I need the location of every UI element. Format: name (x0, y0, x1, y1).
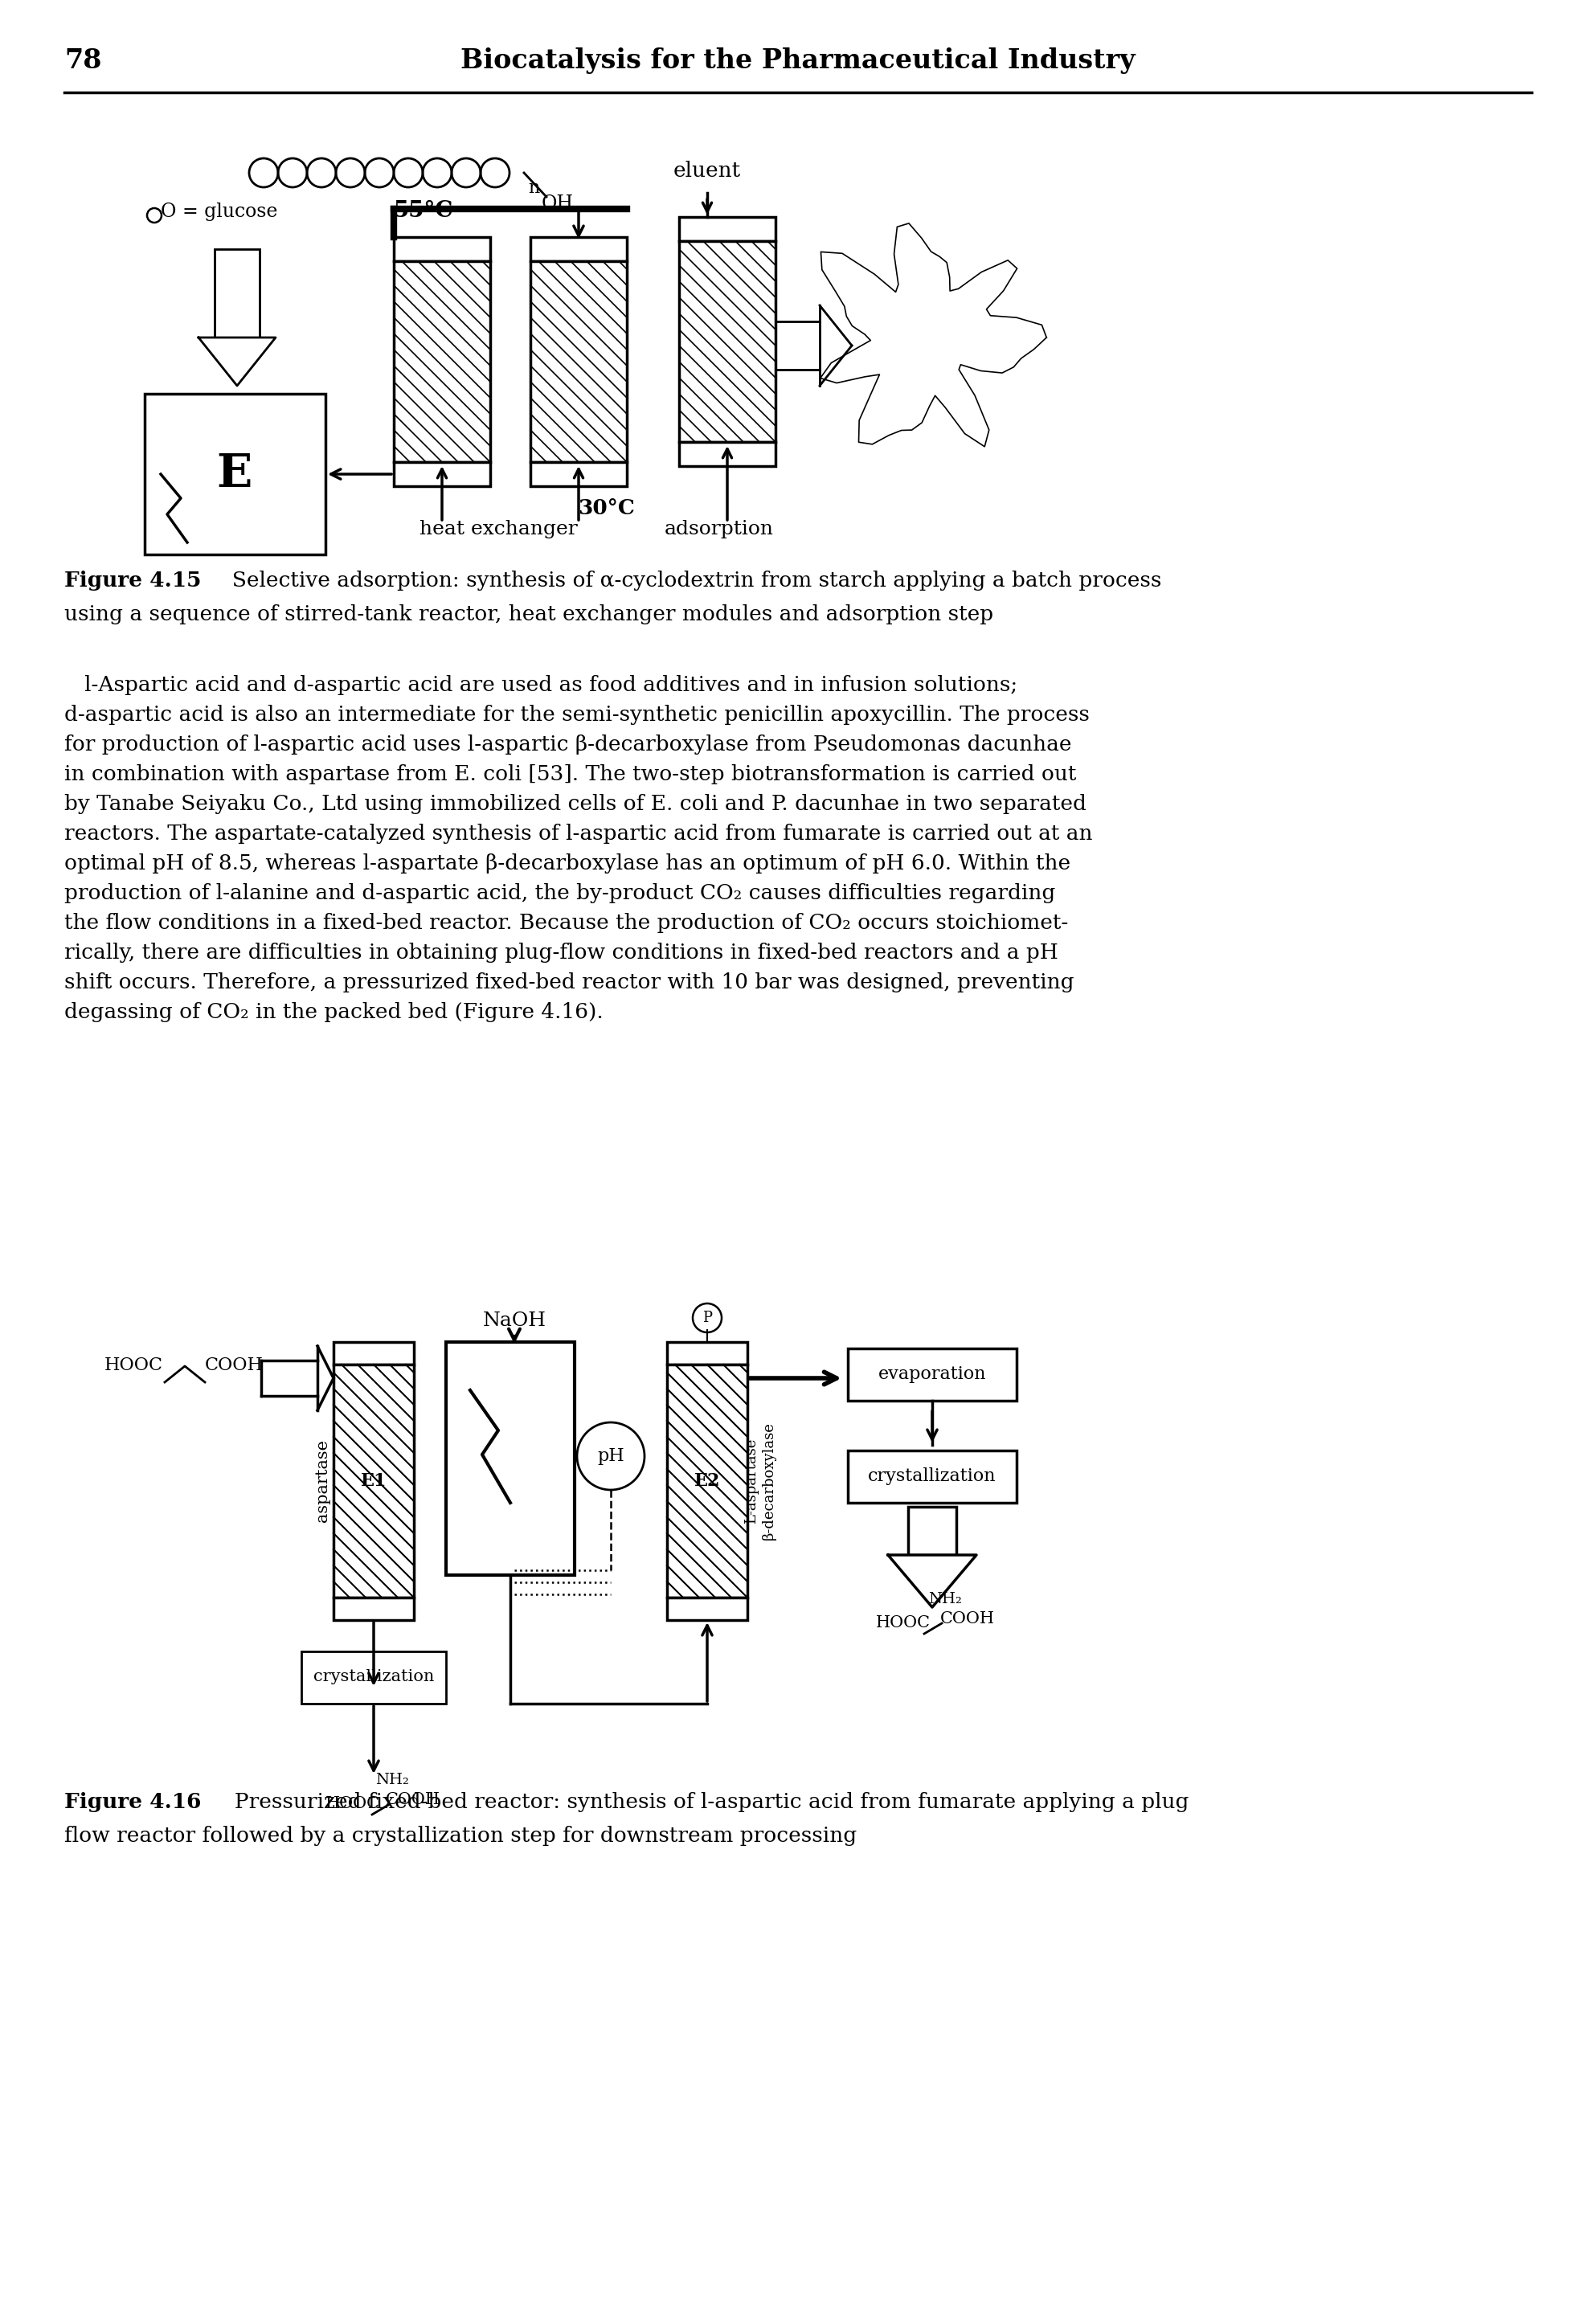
Bar (678, 442, 776, 466)
Text: n: n (528, 178, 539, 197)
Polygon shape (887, 1554, 977, 1607)
Text: COOH: COOH (940, 1612, 994, 1626)
Bar (530, 236, 627, 262)
Text: eluent: eluent (674, 160, 741, 181)
Text: E1: E1 (361, 1473, 386, 1489)
Bar (302, 1651, 445, 1705)
Bar (678, 218, 776, 241)
Bar (394, 262, 490, 463)
Bar (334, 1341, 413, 1364)
Text: OH: OH (541, 195, 575, 213)
Bar (667, 1341, 747, 1364)
Bar (667, 1598, 747, 1621)
Text: Pressurized fixed-bed reactor: synthesis of l-aspartic acid from fumarate applyi: Pressurized fixed-bed reactor: synthesis… (220, 1793, 1189, 1811)
Text: flow reactor followed by a crystallization step for downstream processing: flow reactor followed by a crystallizati… (64, 1825, 857, 1846)
Bar (394, 463, 490, 486)
Text: E2: E2 (694, 1473, 720, 1489)
Text: Selective adsorption: synthesis of α-cyclodextrin from starch applying a batch p: Selective adsorption: synthesis of α-cyc… (219, 570, 1162, 591)
Text: COOH: COOH (204, 1357, 263, 1373)
Text: P: P (702, 1311, 712, 1325)
Text: L-aspartase
β-decarboxylase: L-aspartase β-decarboxylase (744, 1422, 776, 1540)
Text: HOOC: HOOC (104, 1357, 163, 1373)
Bar (667, 1364, 747, 1598)
Text: adsorption: adsorption (664, 519, 774, 537)
Bar (145, 394, 326, 554)
Text: E: E (217, 452, 252, 496)
Bar (334, 1598, 413, 1621)
Text: crystallization: crystallization (868, 1468, 996, 1485)
Text: COOH: COOH (386, 1793, 440, 1806)
Bar (445, 1341, 575, 1575)
Text: pH: pH (597, 1448, 624, 1466)
Bar (847, 1450, 1017, 1503)
Text: crystallization: crystallization (313, 1670, 434, 1684)
Text: 55°C: 55°C (394, 199, 453, 222)
Text: O = glucose: O = glucose (161, 201, 278, 220)
Bar (530, 463, 627, 486)
Bar (394, 236, 490, 262)
Text: Biocatalysis for the Pharmaceutical Industry: Biocatalysis for the Pharmaceutical Indu… (461, 46, 1135, 74)
Text: HOOC: HOOC (876, 1614, 930, 1630)
Text: l-Aspartic acid and d-aspartic acid are used as food additives and in infusion s: l-Aspartic acid and d-aspartic acid are … (64, 674, 1093, 1021)
Text: 30°C: 30°C (578, 498, 635, 519)
Text: Figure 4.15: Figure 4.15 (64, 570, 201, 591)
Text: aspartase: aspartase (314, 1441, 330, 1522)
Text: NH₂: NH₂ (929, 1591, 962, 1607)
Text: Figure 4.16: Figure 4.16 (64, 1793, 201, 1811)
Text: 78: 78 (64, 46, 102, 74)
Text: evaporation: evaporation (878, 1366, 986, 1383)
Bar (334, 1364, 413, 1598)
Text: NaOH: NaOH (482, 1311, 546, 1329)
Bar (678, 241, 776, 442)
Bar (530, 262, 627, 463)
Text: HOOC: HOOC (326, 1797, 380, 1811)
Polygon shape (198, 338, 276, 387)
Text: heat exchanger: heat exchanger (420, 519, 578, 537)
Bar (847, 1348, 1017, 1401)
Text: NH₂: NH₂ (375, 1772, 409, 1788)
Bar (908, 1508, 956, 1554)
Bar (214, 250, 260, 338)
Text: using a sequence of stirred-tank reactor, heat exchanger modules and adsorption : using a sequence of stirred-tank reactor… (64, 604, 993, 625)
